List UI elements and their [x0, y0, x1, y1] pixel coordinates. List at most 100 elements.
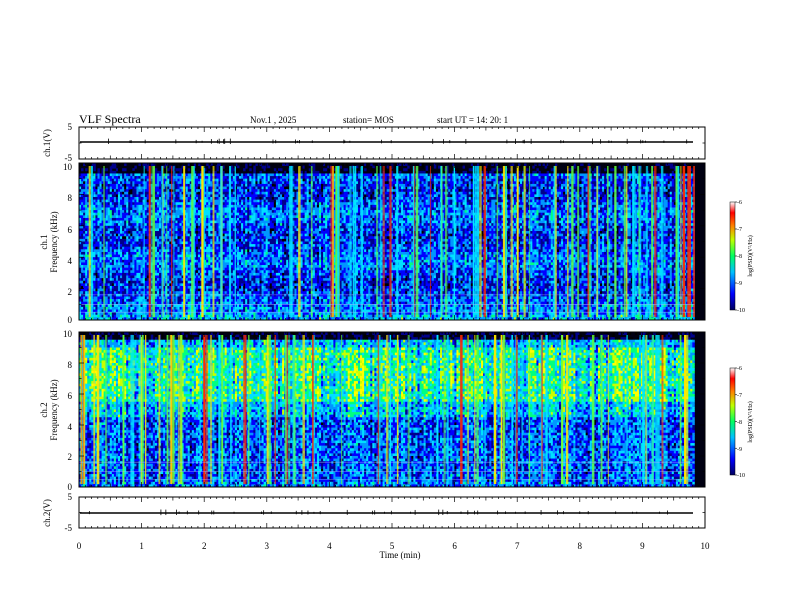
spectrogram-cell — [159, 171, 161, 174]
spectrogram-cell — [268, 166, 270, 169]
spectrogram-cell — [145, 171, 147, 174]
spectrogram-cell — [629, 171, 631, 174]
spectrogram-cell — [253, 166, 255, 169]
spectrogram-cell — [573, 166, 575, 169]
spectrogram-cell — [358, 171, 360, 174]
ch1-waveform-panel: 5 -5 ch.1(V) — [42, 122, 705, 163]
start-ut-label: start UT = 14: 20: 1 — [437, 115, 508, 125]
ch1-wave-ylabel: ch.1(V) — [42, 129, 52, 157]
spectrogram-cell — [278, 171, 280, 174]
spectrogram-cell — [196, 166, 198, 169]
spectrogram-cell — [463, 166, 465, 169]
spectrogram-cell — [493, 184, 495, 187]
spectrogram-cell — [385, 168, 387, 171]
spectrogram-cell — [167, 168, 169, 171]
spectrogram-cell — [372, 168, 374, 171]
spectrogram-cell — [313, 168, 315, 171]
ch1-spectrogram — [79, 163, 705, 320]
spectrogram-cell — [106, 168, 108, 171]
spectrogram-cell — [493, 192, 495, 195]
spectrogram-cell — [231, 171, 233, 174]
spectrogram-cell — [346, 168, 348, 171]
spectrogram-cell — [541, 187, 543, 190]
spectrogram-cell — [237, 166, 239, 169]
spectrogram-cell — [403, 187, 405, 190]
spectrogram-cell — [124, 168, 126, 171]
spectrogram-cell — [356, 189, 358, 192]
spectrogram-cell — [604, 168, 606, 171]
chart-title: VLF Spectra — [79, 112, 141, 126]
spectrogram-cell — [307, 171, 309, 174]
spectrogram-cell — [493, 168, 495, 171]
spectrogram-cell — [272, 184, 274, 187]
spectrogram-cell — [305, 166, 307, 169]
spectrogram-cell — [268, 168, 270, 171]
spectrogram-cell — [210, 166, 212, 169]
spectrogram-cell — [364, 168, 366, 171]
spectrogram-cell — [526, 168, 528, 171]
spectrogram-cell — [629, 166, 631, 169]
date-label: Nov.1 , 2025 — [250, 115, 297, 125]
spectrogram-cell — [538, 171, 540, 174]
spectrogram-cell — [618, 166, 620, 169]
spectrogram-cell — [272, 200, 274, 203]
spectrogram-cell — [132, 171, 134, 174]
spectrogram-cell — [280, 168, 282, 171]
spectrogram-cell — [399, 171, 401, 174]
spectrogram-cell — [405, 168, 407, 171]
spectrogram-cell — [319, 194, 321, 197]
spectrogram-cell — [249, 168, 251, 171]
spectrogram-cell — [372, 166, 374, 169]
spectrogram-cell — [301, 171, 303, 174]
spectrogram-cell — [426, 171, 428, 174]
spectrogram-cell — [286, 194, 288, 197]
station-label: station= MOS — [343, 115, 394, 125]
spectrogram-cell — [317, 171, 319, 174]
spectrogram-cell — [132, 168, 134, 171]
spectrogram-cell — [534, 171, 536, 174]
spectrogram-cell — [216, 166, 218, 169]
spectrogram-cell — [594, 168, 596, 171]
spectrogram-cell — [216, 168, 218, 171]
spectrogram-cell — [547, 171, 549, 174]
spectrogram-cell — [327, 168, 329, 171]
spectrogram-cell — [594, 171, 596, 174]
spectrogram-cell — [237, 168, 239, 171]
spectrogram-cell — [434, 166, 436, 169]
spectrogram-cell — [180, 171, 182, 174]
spectrogram-cell — [97, 171, 99, 174]
spectrogram-cell — [491, 171, 493, 174]
spectrogram-cell — [155, 168, 157, 171]
spectrogram-cell — [253, 168, 255, 171]
spectrogram-cell — [126, 189, 128, 192]
spectrogram-cell — [456, 171, 458, 174]
spectrogram-cell — [403, 192, 405, 195]
spectrogram-cell — [426, 166, 428, 169]
spectrogram-cell — [610, 192, 612, 195]
spectrogram-cell — [356, 168, 358, 171]
spectrogram-cell — [180, 168, 182, 171]
spectrogram-cell — [456, 168, 458, 171]
spectrogram-cell — [356, 166, 358, 169]
spectrogram-cell — [621, 168, 623, 171]
spectrogram-cell — [188, 168, 190, 171]
spectrogram-cell — [97, 168, 99, 171]
ch1-spectrum-panel: 0 2 4 6 8 10 ch.1 Frequency (kHz) -6 -7 … — [39, 162, 754, 325]
spectrogram-cell — [225, 166, 227, 169]
spectrogram-cell — [532, 166, 534, 169]
spectrogram-cell — [286, 171, 288, 174]
spectrogram-cell — [214, 171, 216, 174]
spectrogram-cell — [114, 171, 116, 174]
spectrogram-cell — [253, 171, 255, 174]
spectrogram-cell — [547, 168, 549, 171]
spectrogram-cell — [499, 168, 501, 171]
spectrogram-cell — [85, 168, 87, 171]
spectrogram-cell — [260, 171, 262, 174]
spectrogram-cell — [286, 184, 288, 187]
spectrogram-cell — [487, 166, 489, 169]
spectrogram-cell — [93, 168, 95, 171]
spectrogram-cell — [134, 166, 136, 169]
spectrogram-cell — [245, 166, 247, 169]
ch1-wave-ytick-top: 5 — [68, 122, 73, 132]
